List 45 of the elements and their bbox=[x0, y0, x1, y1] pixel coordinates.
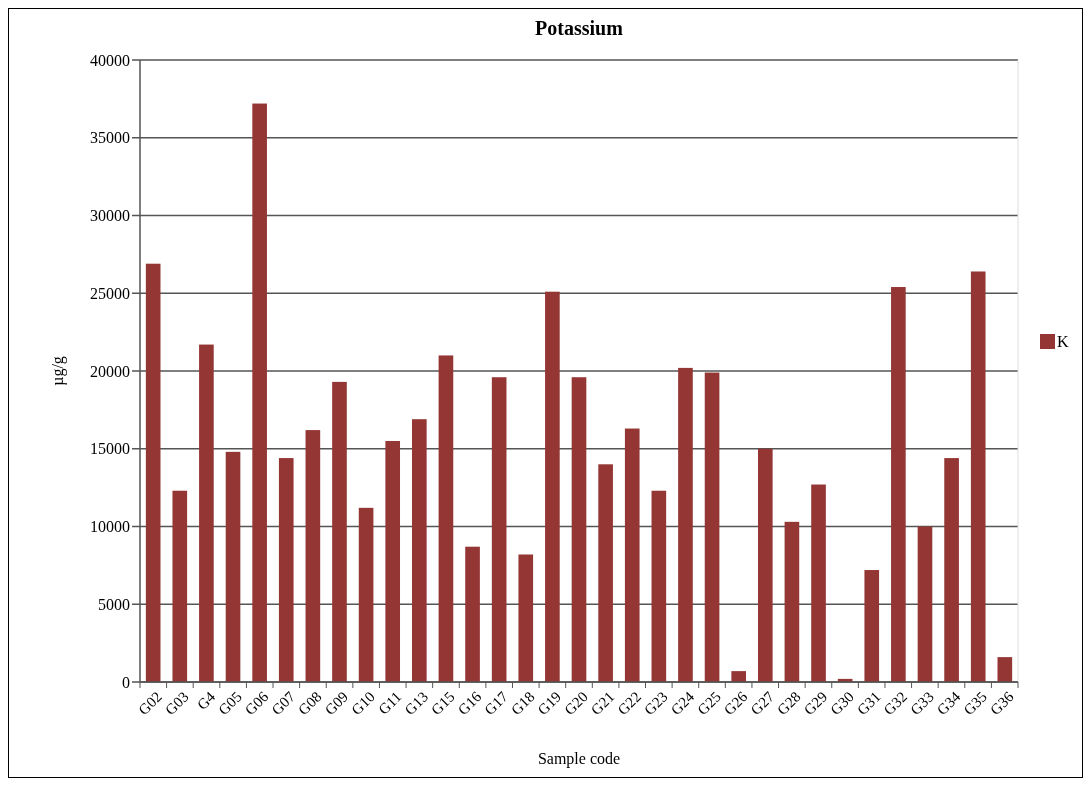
bar bbox=[545, 291, 560, 682]
y-tick-label: 0 bbox=[122, 673, 130, 691]
bar bbox=[305, 430, 321, 682]
y-tick-label: 25000 bbox=[90, 284, 130, 302]
bar bbox=[358, 507, 374, 682]
bar bbox=[678, 367, 693, 682]
bar bbox=[252, 103, 267, 682]
y-tick-label: 20000 bbox=[90, 362, 130, 380]
x-axis-title: Sample code bbox=[537, 750, 621, 768]
bar bbox=[438, 355, 454, 682]
y-tick-label: 5000 bbox=[98, 595, 130, 613]
bar bbox=[199, 344, 214, 682]
bar bbox=[757, 448, 773, 682]
chart-title: Potassium bbox=[535, 17, 624, 39]
bar bbox=[225, 451, 241, 682]
bar bbox=[997, 657, 1013, 682]
bar bbox=[385, 440, 401, 682]
bar bbox=[571, 377, 587, 682]
y-axis-title: µg/g bbox=[49, 356, 67, 386]
bar bbox=[731, 671, 746, 682]
bar bbox=[970, 271, 986, 682]
bar bbox=[518, 554, 534, 682]
bar bbox=[864, 570, 880, 682]
bar bbox=[332, 381, 347, 682]
y-tick-label: 35000 bbox=[90, 129, 130, 147]
bar bbox=[172, 490, 188, 682]
y-tick-label: 40000 bbox=[90, 51, 130, 69]
bar bbox=[784, 521, 800, 682]
bar bbox=[891, 287, 906, 682]
bar bbox=[145, 263, 161, 682]
y-tick-label: 15000 bbox=[90, 440, 130, 458]
bar bbox=[917, 526, 933, 682]
y-tick-label: 10000 bbox=[90, 518, 130, 536]
bar bbox=[412, 419, 427, 682]
bar bbox=[944, 458, 959, 682]
bar bbox=[491, 377, 507, 682]
bar bbox=[704, 372, 720, 682]
bar bbox=[598, 464, 613, 682]
y-tick-label: 30000 bbox=[90, 207, 130, 225]
bar bbox=[465, 546, 480, 682]
bar bbox=[811, 484, 826, 682]
bar bbox=[278, 458, 294, 682]
bar bbox=[651, 490, 667, 682]
legend-label: K bbox=[1057, 332, 1069, 350]
bar bbox=[624, 428, 640, 682]
